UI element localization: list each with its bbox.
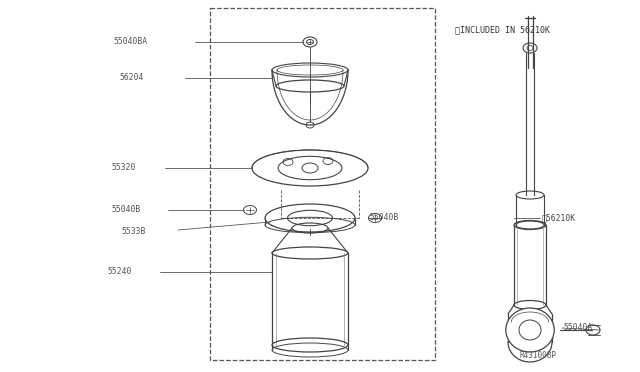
Text: ※INCLUDED IN 56210K: ※INCLUDED IN 56210K xyxy=(455,26,550,35)
Text: 55240: 55240 xyxy=(108,267,132,276)
Ellipse shape xyxy=(506,308,554,352)
Text: 55040A: 55040A xyxy=(564,324,593,333)
Text: 5533B: 5533B xyxy=(122,227,147,235)
Text: 55040B: 55040B xyxy=(370,214,399,222)
Text: R431008P: R431008P xyxy=(520,350,557,359)
Text: 55040BA: 55040BA xyxy=(113,38,147,46)
Text: 55320: 55320 xyxy=(112,164,136,173)
Text: 55040B: 55040B xyxy=(112,205,141,215)
Text: 56204: 56204 xyxy=(120,74,145,83)
Text: ※56210K: ※56210K xyxy=(542,214,576,222)
